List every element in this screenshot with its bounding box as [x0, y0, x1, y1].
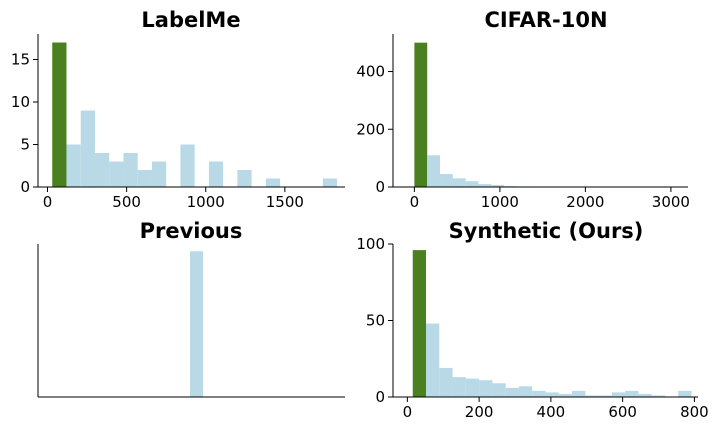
labelme-bar-1 [66, 144, 81, 187]
synthetic-ours-bar-11 [558, 393, 573, 397]
synthetic-ours-y-tick-label-50: 50 [366, 312, 385, 330]
synthetic-ours-bar-7 [505, 387, 519, 397]
synthetic-ours-bar-4 [465, 378, 480, 397]
synthetic-ours-bar-3 [452, 377, 466, 397]
synthetic-ours-bar-14 [598, 395, 612, 397]
cifar-10n-bar-6 [491, 184, 505, 187]
synthetic-ours-y-tick-label-100: 100 [356, 235, 385, 253]
synthetic-ours-bar-16 [625, 390, 639, 397]
cifar-10n-bar-5 [478, 184, 492, 187]
labelme-bar-9 [208, 161, 224, 187]
labelme-x-tick-label-1000: 1000 [187, 193, 225, 211]
cifar-10n-bar-3 [452, 178, 466, 187]
labelme-x-tick-label-1500: 1500 [266, 193, 304, 211]
labelme-y-tick-label-0: 0 [20, 178, 30, 196]
synthetic-ours-bar-8 [518, 386, 533, 397]
labelme-y-tick-label-15: 15 [11, 51, 30, 69]
labelme-bar-6 [137, 170, 152, 187]
synthetic-ours-bar-12 [572, 390, 586, 397]
panel-previous: Previous [37, 219, 345, 398]
cifar-10n-y-tick-label-0: 0 [375, 178, 385, 196]
labelme-bar-11 [265, 178, 281, 187]
labelme-bar-7 [151, 161, 167, 187]
cifar-10n-x-tick-label-0: 0 [410, 193, 420, 211]
labelme-bar-2 [80, 110, 95, 187]
panel-synthetic-ours: 0 200 400 600 800 0 50 100 Synthetic (Ours) [356, 219, 708, 421]
previous-title: Previous [140, 219, 243, 243]
synthetic-ours-bar-10 [545, 392, 559, 397]
previous-bar-0 [189, 251, 204, 397]
cifar-10n-x-tick-label-1000: 1000 [481, 193, 519, 211]
panel-labelme: 0 500 1000 1500 0 5 10 15 LabelMe [11, 8, 345, 211]
synthetic-ours-x-tick-label-600: 600 [608, 403, 637, 421]
synthetic-ours-bar-15 [611, 392, 626, 397]
labelme-y-tick-label-10: 10 [11, 93, 30, 111]
cifar-10n-bar-1 [427, 155, 441, 187]
labelme-bar-3 [94, 153, 110, 187]
synthetic-ours-y-tick-label-0: 0 [375, 388, 385, 406]
synthetic-ours-bar-9 [532, 390, 546, 397]
cifar-10n-y-tick-label-200: 200 [356, 120, 385, 138]
synthetic-ours-bar-17 [638, 393, 652, 397]
labelme-x-tick-label-0: 0 [43, 193, 53, 211]
synthetic-ours-bar-19 [678, 390, 692, 397]
synthetic-ours-x-tick-label-200: 200 [465, 403, 494, 421]
labelme-bar-0 [52, 42, 67, 187]
synthetic-ours-title: Synthetic (Ours) [449, 219, 644, 243]
cifar-10n-bar-0 [414, 42, 428, 187]
panel-cifar-10n: 0 1000 2000 3000 0 200 400 CIFAR-10N [356, 8, 690, 211]
synthetic-ours-bar-1 [426, 323, 440, 397]
labelme-y-tick-label-5: 5 [20, 136, 30, 154]
synthetic-ours-x-tick-label-800: 800 [680, 403, 709, 421]
synthetic-ours-bar-2 [439, 367, 453, 397]
synthetic-ours-bar-5 [479, 380, 493, 397]
synthetic-ours-bar-6 [492, 383, 506, 397]
cifar-10n-x-tick-label-2000: 2000 [566, 193, 604, 211]
synthetic-ours-bar-0 [412, 250, 427, 397]
labelme-bar-12 [322, 178, 338, 187]
labelme-bar-8 [180, 144, 195, 187]
synthetic-ours-bar-18 [651, 395, 665, 397]
labelme-x-tick-label-500: 500 [112, 193, 141, 211]
cifar-10n-bar-4 [465, 181, 479, 187]
synthetic-ours-bar-13 [585, 395, 599, 397]
labelme-bar-10 [237, 170, 252, 187]
cifar-10n-title: CIFAR-10N [484, 8, 607, 32]
synthetic-ours-x-tick-label-0: 0 [403, 403, 413, 421]
labelme-bar-5 [123, 153, 138, 187]
labelme-bar-4 [109, 161, 124, 187]
labelme-title: LabelMe [141, 8, 240, 32]
cifar-10n-bar-2 [440, 174, 453, 187]
cifar-10n-y-tick-label-400: 400 [356, 63, 385, 81]
cifar-10n-x-tick-label-3000: 3000 [652, 193, 690, 211]
synthetic-ours-x-tick-label-400: 400 [537, 403, 566, 421]
